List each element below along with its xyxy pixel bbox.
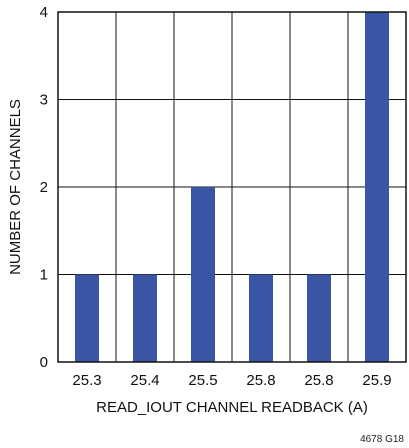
bar-3 bbox=[249, 274, 273, 362]
bar-0 bbox=[75, 274, 99, 362]
bar-4 bbox=[307, 274, 331, 362]
bar-1 bbox=[133, 274, 157, 362]
y-tick-label: 2 bbox=[40, 179, 48, 196]
x-tick-labels: 25.3 25.4 25.5 25.8 25.8 25.9 bbox=[72, 372, 391, 389]
y-tick-label: 0 bbox=[40, 354, 48, 371]
x-tick-label: 25.5 bbox=[188, 372, 217, 389]
plot-frame bbox=[57, 11, 407, 363]
y-tick-label: 4 bbox=[40, 4, 48, 21]
grid-lines bbox=[58, 12, 406, 362]
x-tick-label: 25.8 bbox=[304, 372, 333, 389]
x-tick-label: 25.9 bbox=[362, 372, 391, 389]
bars bbox=[75, 12, 389, 362]
x-axis-label: READ_IOUT CHANNEL READBACK (A) bbox=[96, 399, 368, 416]
figure-id: 4678 G18 bbox=[360, 434, 404, 445]
y-tick-labels: 0 1 2 3 4 bbox=[40, 4, 48, 371]
x-tick-label: 25.4 bbox=[130, 372, 159, 389]
y-tick-label: 3 bbox=[40, 92, 48, 109]
x-tick-label: 25.8 bbox=[246, 372, 275, 389]
y-tick-label: 1 bbox=[40, 267, 48, 284]
bar-2 bbox=[191, 187, 215, 362]
y-axis-label: NUMBER OF CHANNELS bbox=[7, 99, 24, 275]
x-tick-label: 25.3 bbox=[72, 372, 101, 389]
bar-5 bbox=[365, 12, 389, 362]
